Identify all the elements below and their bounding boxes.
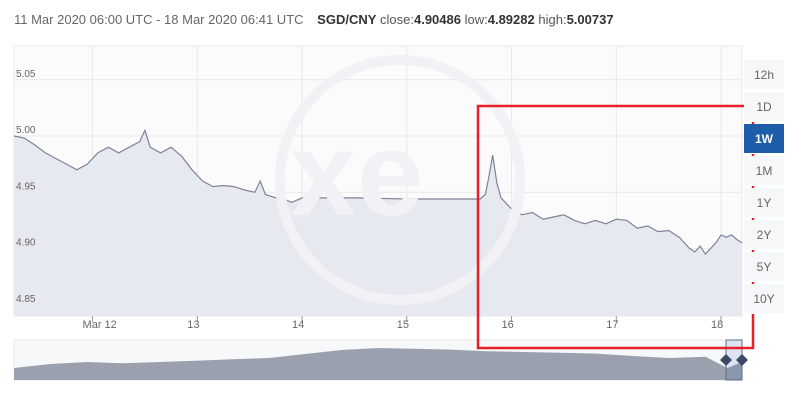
timeframe-12h-button[interactable]: 12h <box>744 60 784 90</box>
y-tick-label: 5.00 <box>16 125 36 136</box>
timeframe-2y-button[interactable]: 2Y <box>744 220 784 250</box>
y-tick-label: 4.85 <box>16 294 36 305</box>
navigator-strip[interactable] <box>13 339 748 381</box>
currency-pair: SGD/CNY <box>317 12 377 27</box>
svg-text:xe: xe <box>290 107 423 241</box>
x-tick-label: Mar 12 <box>83 319 117 331</box>
close-value: 4.90486 <box>413 12 461 27</box>
x-axis-ticks: Mar 12 13 14 15 16 17 18 <box>83 316 723 331</box>
y-tick-label: 4.90 <box>16 238 36 249</box>
x-tick-label: 14 <box>292 319 304 331</box>
timeframe-1y-button[interactable]: 1Y <box>744 188 784 218</box>
timeframe-1m-button[interactable]: 1M <box>744 156 784 186</box>
xe-watermark-logo: xe <box>275 55 525 305</box>
price-line <box>13 128 743 256</box>
navigator-right-handle-icon[interactable] <box>736 354 748 366</box>
close-label: close: <box>380 12 414 27</box>
x-tick-label: 16 <box>502 319 514 331</box>
x-tick-label: 18 <box>711 319 723 331</box>
timeframe-1w-button[interactable]: 1W <box>744 124 784 154</box>
price-area <box>14 130 742 316</box>
price-series <box>13 128 743 316</box>
navigator-area <box>14 348 742 380</box>
navigator-left-handle-icon[interactable] <box>720 354 732 366</box>
low-value: 4.89282 <box>487 12 535 27</box>
chart-header: 11 Mar 2020 06:00 UTC - 18 Mar 2020 06:4… <box>14 12 614 27</box>
timeframe-10y-button[interactable]: 10Y <box>744 284 784 314</box>
date-range: 11 Mar 2020 06:00 UTC - 18 Mar 2020 06:4… <box>14 12 304 27</box>
timeframe-1d-button[interactable]: 1D <box>744 92 784 122</box>
x-tick-label: 17 <box>606 319 618 331</box>
x-tick-label: 13 <box>187 319 199 331</box>
high-value: 5.00737 <box>566 12 614 27</box>
y-tick-label: 5.05 <box>16 69 36 80</box>
low-label: low: <box>464 12 488 27</box>
x-tick-label: 15 <box>397 319 409 331</box>
timeframe-5y-button[interactable]: 5Y <box>744 252 784 282</box>
y-axis-ticks: 4.85 4.90 4.95 5.00 5.05 <box>16 69 36 305</box>
y-tick-label: 4.95 <box>16 181 36 192</box>
high-label: high: <box>538 12 567 27</box>
